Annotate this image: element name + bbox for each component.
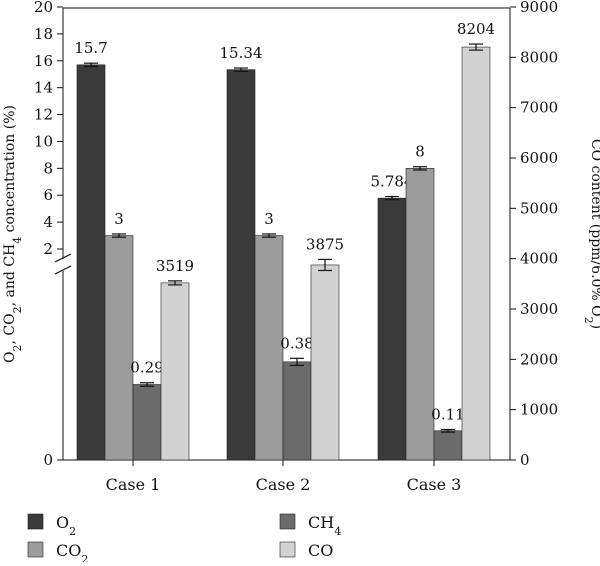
data-label: 3	[114, 210, 124, 228]
left-axis-title: O2, CO2, and CH4 concentration (%)	[2, 105, 24, 363]
bar	[311, 265, 339, 460]
data-label: 0.29	[130, 359, 163, 377]
bar	[283, 362, 311, 460]
legend-label: O2	[56, 513, 76, 538]
legend-swatch	[28, 542, 43, 557]
right-tick-label: 3000	[520, 300, 558, 318]
x-tick-label: Case 1	[106, 475, 161, 494]
right-tick-label: 2000	[520, 350, 558, 368]
bar	[255, 236, 283, 460]
left-tick-label: 0	[43, 451, 53, 469]
legend-label: CH4	[308, 513, 341, 538]
x-tick-label: Case 2	[256, 475, 311, 494]
data-label: 3875	[306, 235, 344, 253]
left-tick-label: 16	[34, 52, 53, 70]
bar	[77, 65, 105, 460]
left-tick-label: 10	[34, 132, 53, 150]
bar	[406, 168, 434, 460]
left-tick-label: 8	[43, 159, 53, 177]
right-axis-title: CO content (ppm/6.0% O2)	[583, 139, 600, 329]
bar	[434, 431, 462, 460]
bar	[378, 198, 406, 460]
data-label: 3519	[156, 257, 194, 275]
right-tick-label: 8000	[520, 48, 558, 66]
legend-label: CO2	[56, 541, 88, 562]
legend-label: CO	[308, 541, 333, 560]
data-label: 15.34	[220, 44, 263, 62]
left-tick-label: 4	[43, 213, 53, 231]
data-label: 3	[264, 210, 274, 228]
data-label: 0.38	[280, 334, 313, 352]
x-tick-label: Case 3	[407, 475, 462, 494]
bar	[133, 385, 161, 461]
bar	[161, 283, 189, 460]
left-tick-label: 12	[34, 106, 53, 124]
bar	[227, 70, 255, 460]
left-tick-label: 6	[43, 186, 53, 204]
right-tick-label: 9000	[520, 0, 558, 16]
right-tick-label: 7000	[520, 99, 558, 117]
right-tick-label: 4000	[520, 250, 558, 268]
data-label: 8204	[457, 20, 495, 38]
legend-swatch	[28, 514, 43, 529]
left-tick-label: 18	[34, 25, 53, 43]
legend-swatch	[280, 542, 295, 557]
left-tick-label: 14	[34, 79, 53, 97]
right-tick-label: 1000	[520, 401, 558, 419]
data-label: 8	[415, 143, 425, 161]
bar	[462, 47, 490, 460]
right-tick-label: 0	[520, 451, 530, 469]
left-tick-label: 20	[34, 0, 53, 16]
bar	[105, 236, 133, 460]
left-tick-label: 2	[43, 240, 53, 258]
data-label: 0.11	[431, 406, 464, 424]
right-tick-label: 6000	[520, 149, 558, 167]
right-tick-label: 5000	[520, 199, 558, 217]
legend-swatch	[280, 514, 295, 529]
data-label: 15.7	[74, 39, 107, 57]
